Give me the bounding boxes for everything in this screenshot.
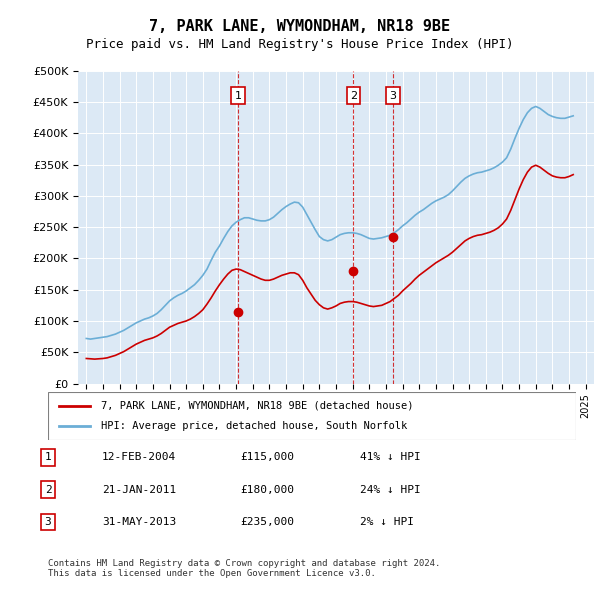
FancyBboxPatch shape (48, 392, 576, 440)
Text: 31-MAY-2013: 31-MAY-2013 (102, 517, 176, 527)
Text: 12-FEB-2004: 12-FEB-2004 (102, 453, 176, 462)
Text: £180,000: £180,000 (240, 485, 294, 494)
Text: 7, PARK LANE, WYMONDHAM, NR18 9BE: 7, PARK LANE, WYMONDHAM, NR18 9BE (149, 19, 451, 34)
Text: HPI: Average price, detached house, South Norfolk: HPI: Average price, detached house, Sout… (101, 421, 407, 431)
Text: Contains HM Land Registry data © Crown copyright and database right 2024.
This d: Contains HM Land Registry data © Crown c… (48, 559, 440, 578)
Text: 21-JAN-2011: 21-JAN-2011 (102, 485, 176, 494)
Text: Price paid vs. HM Land Registry's House Price Index (HPI): Price paid vs. HM Land Registry's House … (86, 38, 514, 51)
Text: 3: 3 (44, 517, 52, 527)
Text: 3: 3 (389, 91, 397, 101)
Text: 24% ↓ HPI: 24% ↓ HPI (360, 485, 421, 494)
Text: 2: 2 (350, 91, 357, 101)
Text: 1: 1 (235, 91, 242, 101)
Text: 7, PARK LANE, WYMONDHAM, NR18 9BE (detached house): 7, PARK LANE, WYMONDHAM, NR18 9BE (detac… (101, 401, 413, 411)
Text: 1: 1 (44, 453, 52, 462)
Text: 2: 2 (44, 485, 52, 494)
Text: £235,000: £235,000 (240, 517, 294, 527)
Text: 41% ↓ HPI: 41% ↓ HPI (360, 453, 421, 462)
Text: £115,000: £115,000 (240, 453, 294, 462)
Text: 2% ↓ HPI: 2% ↓ HPI (360, 517, 414, 527)
